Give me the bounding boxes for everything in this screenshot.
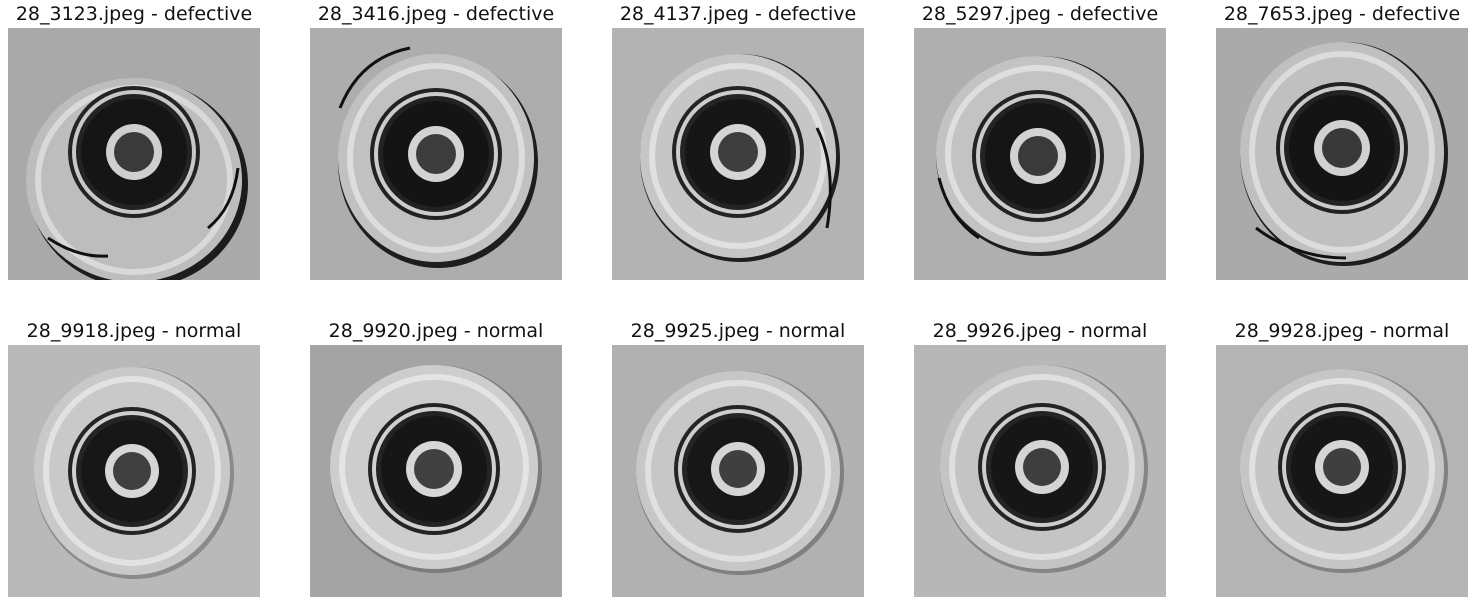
- image-caption: 28_4137.jpeg - defective: [619, 3, 857, 25]
- image-caption: 28_7653.jpeg - defective: [1223, 3, 1461, 25]
- casting-defective-photo: [914, 28, 1166, 280]
- casting-defective-photo: [1216, 28, 1468, 280]
- image-caption: 28_3123.jpeg - defective: [15, 3, 253, 25]
- image-caption: 28_9926.jpeg - normal: [932, 320, 1148, 342]
- image-caption: 28_3416.jpeg - defective: [317, 3, 555, 25]
- casting-normal-photo: [914, 345, 1166, 597]
- image-caption: 28_9920.jpeg - normal: [328, 320, 544, 342]
- image-caption: 28_9918.jpeg - normal: [26, 320, 242, 342]
- image-caption: 28_9925.jpeg - normal: [630, 320, 846, 342]
- image-caption: 28_5297.jpeg - defective: [921, 3, 1159, 25]
- casting-normal-photo: [1216, 345, 1468, 597]
- casting-normal-photo: [310, 345, 562, 597]
- casting-defective-photo: [612, 28, 864, 280]
- casting-defective-photo: [310, 28, 562, 280]
- image-caption: 28_9928.jpeg - normal: [1234, 320, 1450, 342]
- casting-normal-photo: [612, 345, 864, 597]
- casting-normal-photo: [8, 345, 260, 597]
- casting-defective-photo: [8, 28, 260, 280]
